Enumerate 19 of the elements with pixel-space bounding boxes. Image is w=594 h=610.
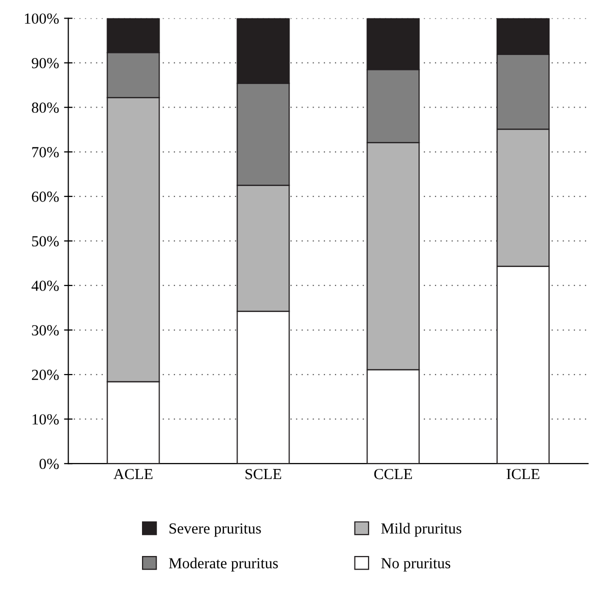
x-tick-label: ICLE bbox=[506, 468, 540, 480]
y-tick-label: 30% bbox=[32, 325, 59, 336]
y-tick-label: 100% bbox=[24, 13, 59, 24]
y-tick-label: 10% bbox=[32, 414, 59, 425]
y-tick-label: 40% bbox=[32, 280, 59, 291]
y-tick-label: 70% bbox=[32, 147, 59, 158]
legend-label: Moderate pruritus bbox=[168, 558, 278, 572]
y-tick-label: 80% bbox=[32, 102, 59, 113]
y-tick-label: 20% bbox=[32, 370, 59, 380]
y-tick-label: 90% bbox=[32, 58, 59, 68]
x-tick-label: CCLE bbox=[374, 468, 412, 480]
legend-label: Severe pruritus bbox=[170, 523, 261, 537]
y-tick-label: 60% bbox=[32, 192, 59, 202]
x-tick-label: SCLE bbox=[246, 468, 282, 480]
y-tick-label: 50% bbox=[32, 236, 59, 246]
legend-label: No pruritus bbox=[381, 558, 450, 572]
legend-label: Mild pruritus bbox=[381, 522, 462, 537]
y-tick-label: 0% bbox=[40, 458, 59, 470]
x-tick-label: ACLE bbox=[113, 468, 152, 480]
